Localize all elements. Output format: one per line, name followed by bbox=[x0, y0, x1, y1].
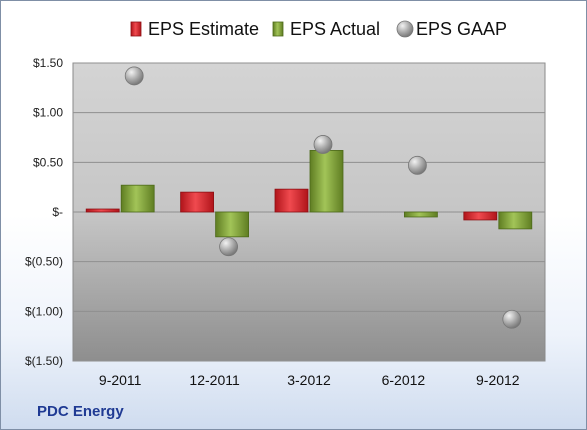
x-tick-label: 12-2011 bbox=[189, 372, 240, 388]
gaap-point bbox=[313, 135, 333, 154]
estimate-bar bbox=[463, 211, 498, 221]
legend-gaap-label: EPS GAAP bbox=[416, 19, 507, 39]
gaap-point bbox=[502, 309, 522, 329]
gaap-point bbox=[407, 155, 427, 175]
company-label: PDC Energy bbox=[37, 403, 124, 420]
x-tick-label: 3-2012 bbox=[287, 372, 331, 388]
estimate-bar bbox=[85, 208, 120, 213]
legend-estimate-label: EPS Estimate bbox=[148, 19, 259, 39]
y-tick-label: $1.00 bbox=[33, 106, 63, 120]
actual-bar bbox=[120, 184, 155, 213]
y-tick-label: $(1.50) bbox=[25, 354, 63, 368]
y-tick-label: $0.50 bbox=[33, 155, 63, 169]
legend-actual-swatch bbox=[272, 21, 284, 37]
legend-gaap-swatch bbox=[396, 20, 414, 38]
actual-bar bbox=[309, 150, 344, 213]
legend-actual-label: EPS Actual bbox=[290, 19, 380, 39]
y-tick-label: $(1.00) bbox=[25, 304, 63, 318]
legend-estimate-swatch bbox=[130, 21, 142, 37]
estimate-bar bbox=[180, 191, 215, 213]
x-tick-label: 9-2011 bbox=[99, 372, 142, 388]
x-tick-label: 9-2012 bbox=[476, 372, 520, 388]
y-tick-label: $(0.50) bbox=[25, 255, 63, 269]
actual-bar bbox=[498, 211, 533, 230]
gaap-point bbox=[124, 66, 144, 86]
gaap-point bbox=[219, 237, 239, 257]
estimate-bar bbox=[274, 188, 309, 213]
actual-bar bbox=[403, 211, 438, 218]
y-tick-label: $- bbox=[52, 205, 63, 219]
x-tick-label: 6-2012 bbox=[382, 372, 426, 388]
actual-bar bbox=[215, 211, 250, 238]
y-tick-label: $1.50 bbox=[33, 56, 63, 70]
